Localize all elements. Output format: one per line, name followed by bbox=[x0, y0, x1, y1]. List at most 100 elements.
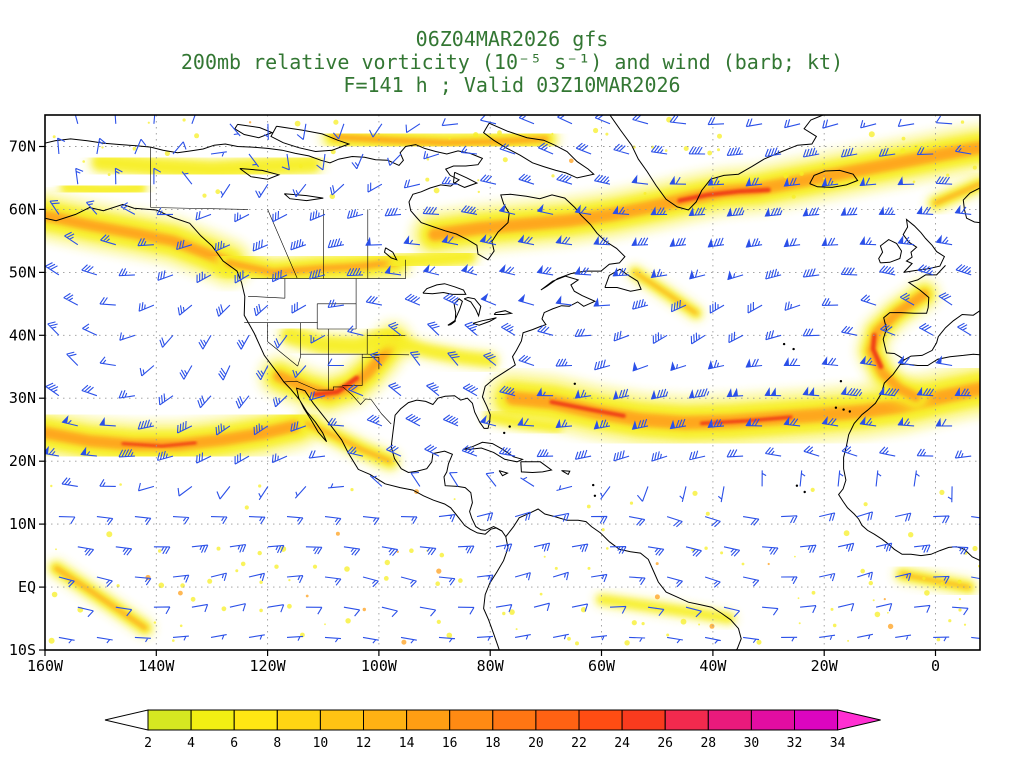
colorbar-tick-label: 14 bbox=[399, 736, 415, 751]
vorticity-speckle bbox=[221, 606, 227, 612]
coastline bbox=[45, 203, 507, 537]
vorticity-band-orange bbox=[331, 134, 549, 146]
island-dot bbox=[839, 380, 843, 383]
vorticity-speckle bbox=[305, 594, 309, 598]
vorticity-speckle bbox=[567, 636, 571, 641]
vorticity-band-red bbox=[870, 333, 884, 370]
vorticity-speckle bbox=[497, 130, 502, 136]
vorticity-speckle bbox=[509, 609, 515, 615]
vorticity-speckle bbox=[847, 639, 850, 642]
colorbar-segment bbox=[233, 709, 278, 731]
vorticity-speckle bbox=[799, 171, 804, 176]
vorticity-speckle bbox=[453, 498, 456, 501]
vorticity-speckle bbox=[868, 580, 873, 586]
vorticity-speckle bbox=[240, 561, 246, 567]
colorbar-segment bbox=[449, 709, 494, 731]
vorticity-speckle bbox=[477, 179, 480, 182]
vorticity-speckle bbox=[709, 623, 715, 629]
coastline bbox=[45, 138, 626, 532]
vorticity-band-orange bbox=[933, 182, 980, 206]
colorbar-tick-label: 22 bbox=[571, 736, 587, 751]
colorbar-tick-label: 6 bbox=[230, 736, 238, 751]
colorbar-tick-label: 28 bbox=[700, 736, 716, 751]
vorticity-band-orange bbox=[45, 210, 235, 269]
vorticity-speckle bbox=[132, 146, 137, 151]
vorticity-speckle bbox=[425, 177, 430, 182]
vorticity-speckle bbox=[972, 165, 977, 170]
island-dot bbox=[792, 347, 795, 351]
vorticity-band-orange bbox=[428, 141, 980, 242]
vorticity-band-yellow bbox=[388, 249, 475, 270]
vorticity-speckle bbox=[601, 528, 605, 532]
vorticity-speckle bbox=[119, 483, 122, 486]
vorticity-speckle bbox=[692, 490, 698, 496]
vorticity-speckle bbox=[901, 136, 906, 141]
vorticity-speckle bbox=[172, 639, 175, 642]
vorticity-speckle bbox=[259, 580, 263, 584]
vorticity-speckle bbox=[107, 173, 111, 177]
vorticity-speckle bbox=[179, 624, 183, 628]
vorticity-speckle bbox=[900, 148, 906, 154]
vorticity-speckle bbox=[843, 530, 850, 537]
vorticity-speckle bbox=[257, 550, 262, 556]
coastline bbox=[452, 171, 479, 188]
colorbar-tick-label: 16 bbox=[442, 736, 458, 751]
vorticity-band-red bbox=[677, 187, 771, 203]
island-dot bbox=[834, 406, 838, 409]
geography-layer bbox=[45, 115, 980, 650]
vorticity-speckle bbox=[384, 559, 390, 566]
island-dot bbox=[782, 342, 786, 346]
colorbar-tick-label: 24 bbox=[614, 736, 630, 751]
vorticity-speckle bbox=[593, 127, 599, 134]
vorticity-layer bbox=[45, 116, 980, 646]
island-dot bbox=[803, 490, 806, 494]
coastline bbox=[561, 470, 571, 476]
vorticity-speckle bbox=[312, 564, 318, 569]
vorticity-speckle bbox=[629, 501, 634, 505]
vorticity-speckle bbox=[335, 531, 340, 536]
island-dot bbox=[573, 382, 576, 385]
lon-tick-label: 0 bbox=[931, 657, 940, 675]
colorbar-below-arrow bbox=[104, 709, 149, 731]
vorticity-speckle bbox=[887, 611, 889, 614]
vorticity-speckle bbox=[215, 189, 221, 195]
state-border bbox=[367, 353, 410, 356]
vorticity-speckle bbox=[958, 598, 962, 601]
vorticity-speckle bbox=[551, 174, 555, 178]
vorticity-band-yellow bbox=[92, 154, 321, 178]
colorbar-tick-label: 32 bbox=[787, 736, 803, 751]
coastline bbox=[505, 508, 742, 650]
vorticity-speckle bbox=[539, 592, 543, 596]
vorticity-speckle bbox=[515, 628, 518, 631]
island-dot bbox=[592, 483, 595, 487]
lat-tick-label: EQ bbox=[18, 578, 36, 596]
coastline bbox=[809, 169, 859, 188]
vorticity-speckle bbox=[924, 590, 930, 596]
coastline bbox=[270, 125, 351, 153]
coastline bbox=[604, 268, 642, 292]
lon-tick-label: 120W bbox=[250, 657, 287, 675]
lon-tick-label: 140W bbox=[138, 657, 175, 675]
vorticity-speckle bbox=[502, 157, 508, 163]
vorticity-speckle bbox=[288, 579, 291, 582]
colorbar-tick-label: 12 bbox=[356, 736, 372, 751]
vorticity-band-red bbox=[312, 375, 360, 397]
vorticity-speckle bbox=[106, 531, 113, 538]
lon-tick-label: 80W bbox=[477, 657, 505, 675]
vorticity-speckle bbox=[717, 148, 720, 152]
colorbar-segment bbox=[750, 709, 796, 731]
vorticity-speckle bbox=[50, 484, 53, 488]
coastline bbox=[447, 298, 463, 326]
colorbar-above-arrow bbox=[837, 709, 881, 731]
vorticity-speckle bbox=[940, 581, 944, 586]
vorticity-speckle bbox=[298, 164, 303, 169]
vorticity-speckle bbox=[426, 157, 430, 161]
colorbar-segment bbox=[363, 709, 408, 731]
lat-tick-label: 60N bbox=[9, 200, 36, 218]
colorbar-tick-label: 18 bbox=[485, 736, 501, 751]
colorbar-tick-label: 10 bbox=[313, 736, 329, 751]
coastline bbox=[498, 470, 509, 477]
lon-tick-label: 40W bbox=[699, 657, 727, 675]
colorbar-tick-label: 34 bbox=[830, 736, 846, 751]
